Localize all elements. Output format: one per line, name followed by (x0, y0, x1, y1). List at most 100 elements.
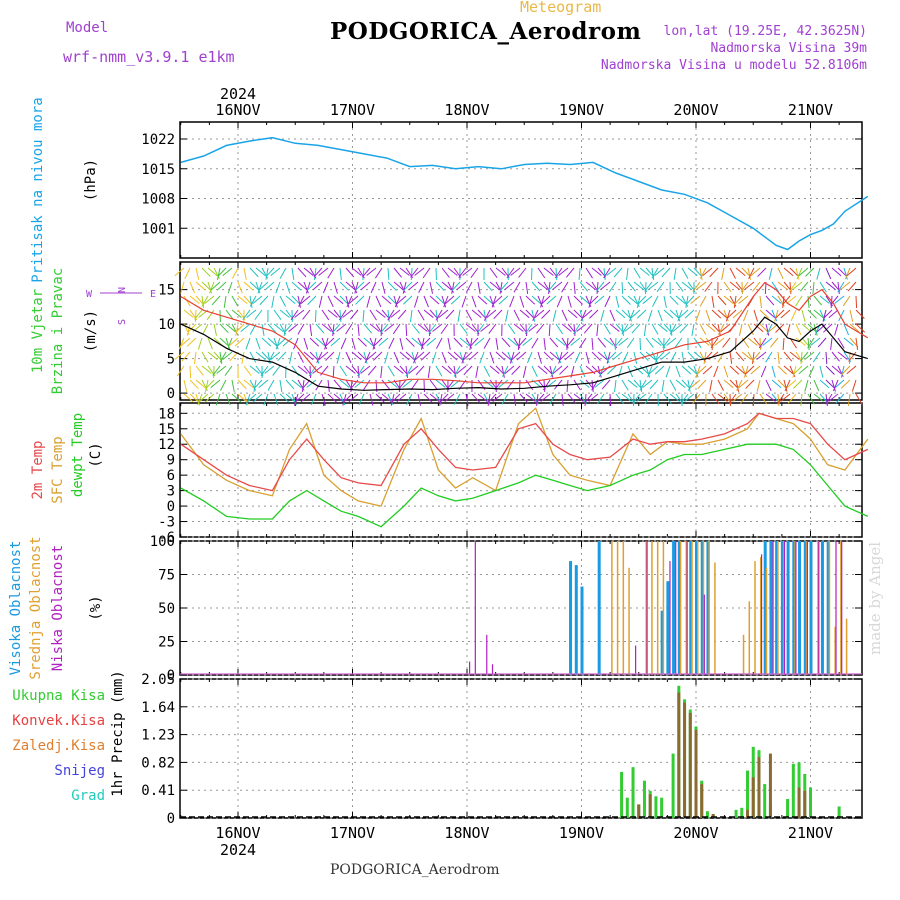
wind-barb (234, 337, 245, 347)
wind-barb (744, 281, 755, 290)
wind-barb (212, 365, 221, 376)
wind-barb (273, 309, 282, 321)
wind-barb (825, 351, 828, 365)
wind-barb (807, 337, 810, 350)
x-tick-label-top: 21NOV (788, 101, 833, 119)
wind-barb (366, 295, 371, 308)
pressure-axis-title: Pritisak na nivou mora (30, 97, 46, 282)
total-precip-bar (654, 796, 658, 818)
wind-barb (837, 337, 845, 349)
wind-barb (789, 351, 800, 360)
wind-barb (207, 281, 213, 294)
wind-barb (595, 281, 605, 292)
wind-barb (777, 365, 787, 375)
wind-barb (561, 393, 564, 406)
low-cloud-bar (841, 541, 843, 675)
wind-barb (294, 393, 305, 403)
wind-barb (717, 393, 728, 402)
wind-barb (422, 267, 431, 279)
wind-barb (793, 379, 803, 389)
wind-barb (549, 393, 557, 405)
wind-barb (479, 351, 485, 364)
wind-barb (697, 379, 707, 390)
wind-barb (240, 323, 251, 333)
wind-barb (594, 379, 605, 388)
mid-cloud-bar (714, 562, 716, 675)
wind-barb (555, 267, 558, 281)
wind-barb (556, 295, 563, 308)
wind-barb (489, 281, 500, 290)
wind-barb (813, 295, 823, 306)
wind-barb (789, 337, 797, 349)
wind-barb (279, 295, 287, 307)
wind-barb (628, 309, 635, 322)
high-cloud-bar (769, 541, 773, 675)
convective-precip-bar (637, 804, 641, 818)
convective-precip-bar (677, 692, 681, 818)
wind-barb (800, 351, 803, 364)
wind-barb (307, 295, 317, 305)
wind-barb (321, 337, 328, 350)
wind-barb (255, 337, 261, 350)
wind-barb (495, 267, 506, 276)
y-tick-label: 1022 (141, 132, 175, 148)
wind-barb (498, 379, 509, 388)
wind-barb (462, 267, 473, 276)
high-cloud-bar (798, 541, 802, 675)
wind-barb (178, 337, 185, 350)
wind-barb (231, 295, 239, 307)
wind-barb (663, 309, 674, 319)
wind-barb (309, 351, 319, 361)
wind-barb (246, 309, 257, 318)
mid-cloud-bar (691, 541, 693, 675)
wind-barb (609, 393, 612, 407)
wind-barb (243, 365, 252, 376)
wind-barb (675, 281, 684, 292)
wind-barb (321, 309, 330, 321)
wind-barb (741, 351, 752, 360)
wind-barb (729, 351, 733, 364)
wind-barb (435, 365, 443, 377)
wind-barb (647, 309, 653, 322)
wind-barb (703, 351, 707, 364)
wind-barb (384, 351, 389, 364)
wind-barb (413, 351, 419, 364)
wind-barb (573, 323, 581, 335)
wind-barb (519, 393, 529, 404)
wind-barb (743, 309, 749, 322)
wind-barb (648, 365, 659, 375)
wind-barb (601, 379, 611, 390)
wind-barb (813, 309, 824, 319)
wind-barb (506, 379, 515, 390)
wind-barb (474, 337, 485, 346)
wind-barb (606, 351, 611, 364)
wind-barb (735, 365, 746, 375)
wind-barb (813, 323, 818, 336)
wind-barb (651, 267, 659, 279)
wind-barb (201, 281, 212, 291)
wind-barb (766, 323, 773, 336)
y-tick-label: 75 (158, 568, 175, 584)
wind-barb (582, 309, 593, 319)
wind-barb (591, 379, 594, 392)
wind-barb (817, 337, 827, 348)
wind-barb (189, 393, 200, 403)
wind-barb (264, 281, 275, 291)
wind-barb (609, 323, 620, 332)
sfc-temp-line (180, 407, 869, 507)
wind-barb (627, 281, 636, 292)
wind-barb (477, 393, 488, 402)
mid-cloud-bar (697, 541, 699, 675)
wind-barb (260, 365, 269, 377)
wind-barb (559, 351, 569, 361)
wind-barb (738, 295, 749, 304)
wind-barb (456, 281, 467, 291)
wind-barb (297, 351, 304, 363)
wind-barb (318, 267, 329, 276)
wind-barb (410, 379, 419, 391)
wind-barb (387, 295, 397, 305)
wind-barb (720, 323, 731, 333)
wind-barb (297, 281, 308, 291)
wind-barb (201, 295, 209, 307)
wind-barb (384, 323, 395, 332)
